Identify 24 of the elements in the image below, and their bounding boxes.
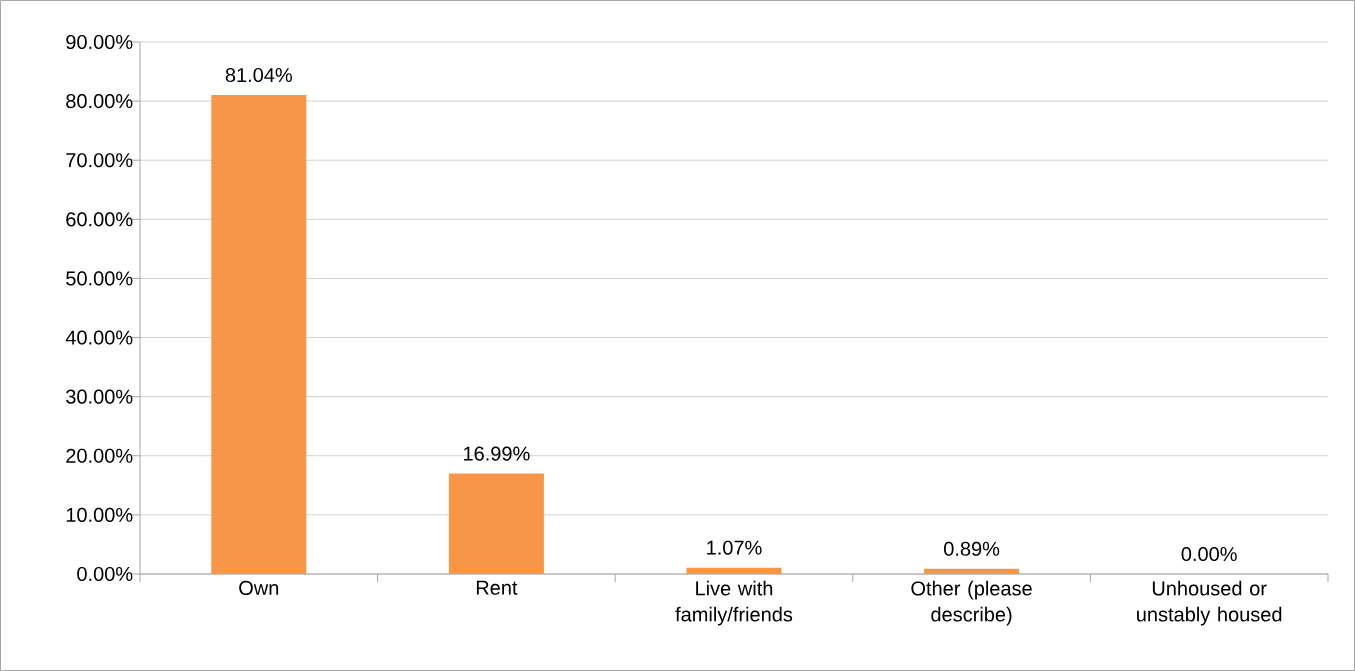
y-tick-label: 0.00% bbox=[77, 566, 133, 582]
y-tick-label: 50.00% bbox=[66, 271, 133, 286]
y-tick-label: 60.00% bbox=[66, 212, 133, 227]
y-tick-label: 90.00% bbox=[66, 34, 133, 50]
x-tick-label: Other (please describe) bbox=[911, 580, 1032, 626]
y-tick-label: 20.00% bbox=[66, 448, 133, 463]
bar bbox=[686, 567, 782, 574]
data-label: 81.04% bbox=[225, 67, 292, 83]
x-tick-label: Rent bbox=[476, 580, 518, 595]
x-tick-label: Live with family/friends bbox=[675, 580, 793, 626]
y-tick-label: 30.00% bbox=[66, 389, 133, 404]
bar bbox=[448, 473, 544, 574]
y-tick-label: 40.00% bbox=[65, 330, 133, 345]
y-tick-label: 70.00% bbox=[66, 153, 133, 168]
bar bbox=[211, 94, 307, 574]
x-tick-label: Own bbox=[239, 580, 279, 595]
data-label: 1.07% bbox=[707, 540, 762, 555]
y-tick-label: 10.00% bbox=[66, 507, 133, 522]
data-label: 16.99% bbox=[464, 446, 530, 461]
y-tick-label: 80.00% bbox=[66, 94, 133, 109]
x-tick-label: Unhoused or unstably housed bbox=[1137, 580, 1282, 626]
bar bbox=[924, 568, 1020, 574]
data-label: 0.89% bbox=[944, 541, 1000, 556]
data-label: 0.00% bbox=[1181, 546, 1237, 562]
